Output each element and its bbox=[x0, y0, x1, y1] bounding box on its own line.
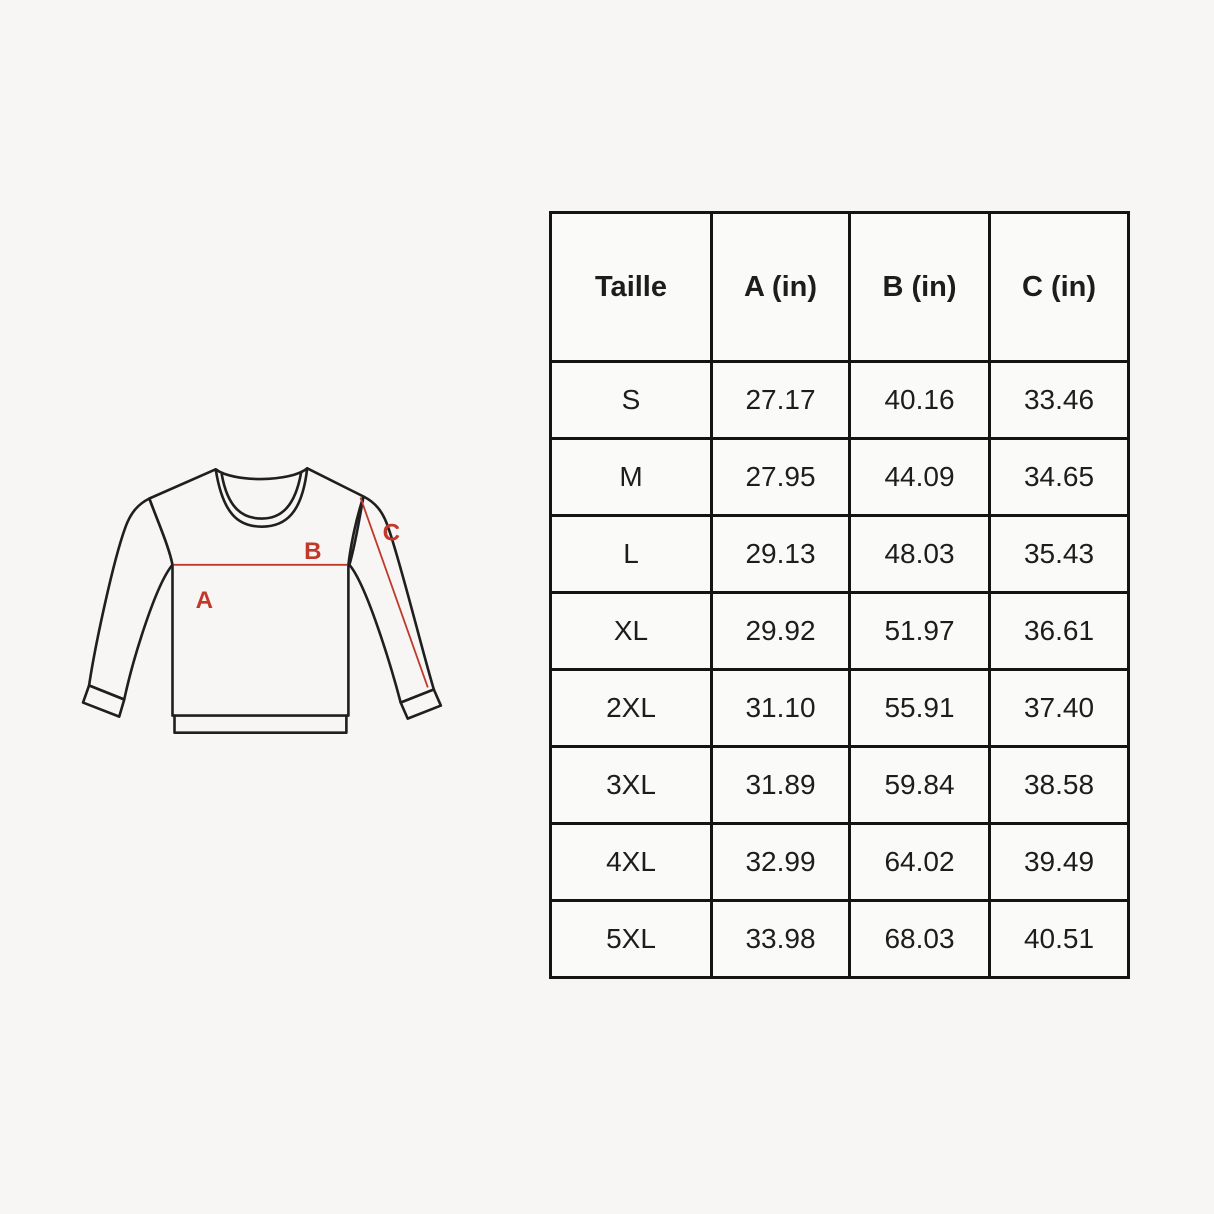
value-b: 59.84 bbox=[848, 745, 991, 825]
value-c: 33.46 bbox=[988, 360, 1130, 440]
table-row: XL 29.92 51.97 36.61 bbox=[549, 591, 1130, 671]
measurement-marks: A B C bbox=[173, 497, 429, 688]
value-c: 36.61 bbox=[988, 591, 1130, 671]
size-label: 2XL bbox=[549, 668, 713, 748]
size-label: 4XL bbox=[549, 822, 713, 902]
table-row: 3XL 31.89 59.84 38.58 bbox=[549, 745, 1130, 825]
size-label: 3XL bbox=[549, 745, 713, 825]
value-a: 29.92 bbox=[710, 591, 851, 671]
size-label: M bbox=[549, 437, 713, 517]
value-a: 27.17 bbox=[710, 360, 851, 440]
table-row: 2XL 31.10 55.91 37.40 bbox=[549, 668, 1130, 748]
body bbox=[148, 467, 365, 717]
value-b: 64.02 bbox=[848, 822, 991, 902]
value-c: 35.43 bbox=[988, 514, 1130, 594]
measure-label-a: A bbox=[196, 587, 213, 614]
value-b: 55.91 bbox=[848, 668, 991, 748]
left-cuff bbox=[81, 684, 126, 718]
value-a: 27.95 bbox=[710, 437, 851, 517]
value-b: 48.03 bbox=[848, 514, 991, 594]
table-row: M 27.95 44.09 34.65 bbox=[549, 437, 1130, 517]
size-label: 5XL bbox=[549, 899, 713, 979]
value-a: 29.13 bbox=[710, 514, 851, 594]
measure-label-c: C bbox=[383, 520, 400, 547]
value-c: 34.65 bbox=[988, 437, 1130, 517]
column-header-a: A (in) bbox=[710, 211, 851, 363]
sweatshirt-outline bbox=[81, 467, 443, 734]
sweatshirt-diagram: A B C bbox=[81, 467, 443, 734]
header-row: Taille A (in) B (in) C (in) bbox=[549, 211, 1130, 363]
value-b: 40.16 bbox=[848, 360, 991, 440]
size-table: Taille A (in) B (in) C (in) S 27.17 40.1… bbox=[549, 211, 1130, 979]
value-a: 31.89 bbox=[710, 745, 851, 825]
size-label: S bbox=[549, 360, 713, 440]
size-label: L bbox=[549, 514, 713, 594]
value-b: 51.97 bbox=[848, 591, 991, 671]
hem-band bbox=[173, 714, 348, 734]
measure-label-b: B bbox=[304, 538, 321, 565]
value-b: 44.09 bbox=[848, 437, 991, 517]
size-label: XL bbox=[549, 591, 713, 671]
column-header-c: C (in) bbox=[988, 211, 1130, 363]
measure-line-c bbox=[359, 497, 429, 688]
table-row: 5XL 33.98 68.03 40.51 bbox=[549, 899, 1130, 979]
column-header-size: Taille bbox=[549, 211, 713, 363]
value-a: 33.98 bbox=[710, 899, 851, 979]
table-row: 4XL 32.99 64.02 39.49 bbox=[549, 822, 1130, 902]
back-neck-line bbox=[214, 467, 309, 481]
value-a: 32.99 bbox=[710, 822, 851, 902]
table-row: L 29.13 48.03 35.43 bbox=[549, 514, 1130, 594]
value-c: 37.40 bbox=[988, 668, 1130, 748]
right-cuff bbox=[399, 688, 443, 720]
value-c: 38.58 bbox=[988, 745, 1130, 825]
value-a: 31.10 bbox=[710, 668, 851, 748]
value-c: 40.51 bbox=[988, 899, 1130, 979]
collar-inner-line bbox=[220, 471, 303, 520]
column-header-b: B (in) bbox=[848, 211, 991, 363]
value-c: 39.49 bbox=[988, 822, 1130, 902]
table-row: S 27.17 40.16 33.46 bbox=[549, 360, 1130, 440]
value-b: 68.03 bbox=[848, 899, 991, 979]
